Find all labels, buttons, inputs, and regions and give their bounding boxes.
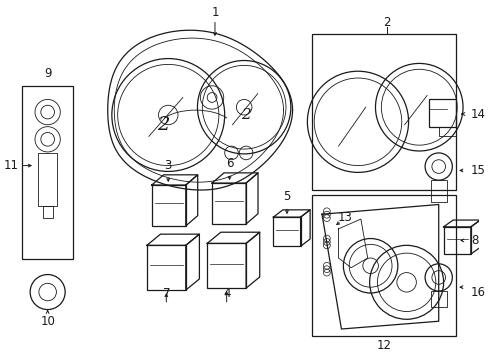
Text: 11: 11 [3, 159, 18, 172]
Text: 13: 13 [337, 211, 352, 224]
Bar [312, 34, 455, 190]
Bar [146, 246, 185, 290]
Bar [438, 127, 455, 136]
Text: 4: 4 [223, 288, 230, 301]
Text: 5: 5 [283, 190, 290, 203]
Text: 8: 8 [470, 234, 477, 247]
Text: 1: 1 [211, 6, 218, 19]
Bar [443, 227, 470, 254]
Text: 2: 2 [157, 116, 169, 134]
Text: 16: 16 [470, 285, 485, 298]
Bar [207, 243, 245, 288]
Text: 3: 3 [164, 159, 172, 172]
Bar [212, 183, 245, 224]
Text: 10: 10 [40, 315, 55, 328]
Bar [430, 180, 446, 202]
Text: 15: 15 [470, 164, 485, 177]
Bar [273, 217, 300, 246]
Bar [312, 195, 455, 336]
Text: 2: 2 [241, 108, 250, 122]
Text: 9: 9 [44, 67, 51, 80]
Text: 14: 14 [470, 108, 485, 121]
Text: 6: 6 [225, 157, 233, 170]
Text: 2: 2 [383, 16, 390, 29]
Text: 7: 7 [162, 288, 170, 301]
Bar [38, 153, 57, 206]
Bar [151, 185, 185, 226]
Bar [22, 86, 73, 259]
Bar [430, 291, 446, 307]
Bar [428, 99, 455, 127]
Bar [42, 206, 52, 218]
Text: 12: 12 [376, 339, 391, 352]
